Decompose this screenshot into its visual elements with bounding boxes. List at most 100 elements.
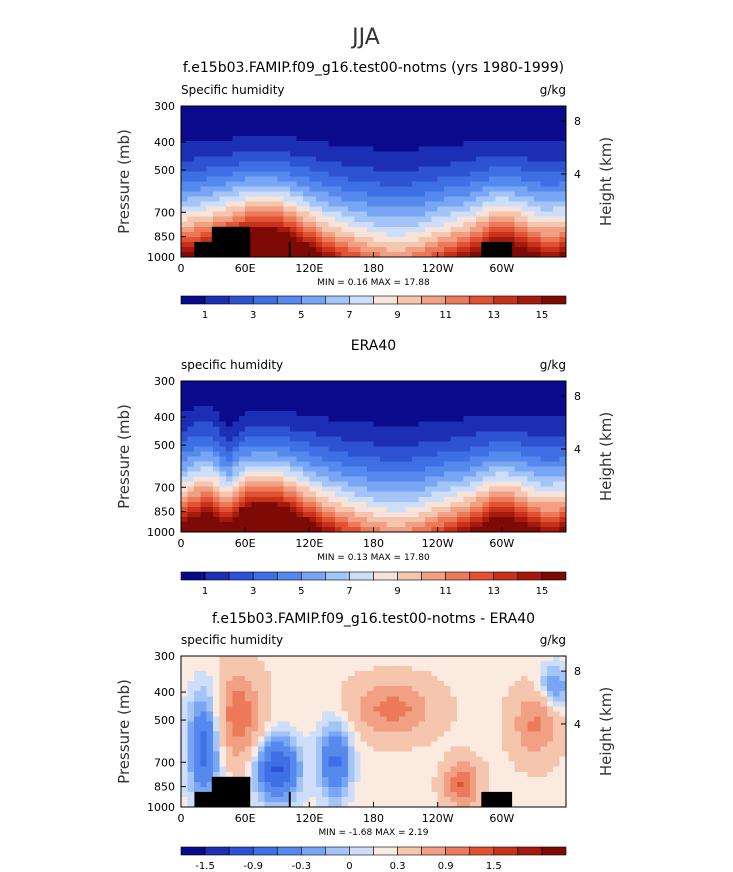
heatmap-cell bbox=[521, 401, 529, 407]
heatmap-cell bbox=[546, 731, 554, 738]
heatmap-cell bbox=[495, 136, 503, 142]
heatmap-cell bbox=[328, 396, 336, 402]
heatmap-cell bbox=[328, 181, 336, 188]
heatmap-cell bbox=[225, 171, 233, 178]
heatmap-cell bbox=[527, 471, 535, 478]
heatmap-cell bbox=[354, 176, 362, 183]
heatmap-cell bbox=[463, 166, 471, 173]
heatmap-cell bbox=[238, 166, 246, 173]
heatmap-cell bbox=[456, 171, 464, 178]
heatmap-cell bbox=[367, 186, 375, 193]
heatmap-cell bbox=[546, 696, 554, 702]
heatmap-cell bbox=[302, 706, 310, 712]
heatmap-cell bbox=[437, 191, 445, 198]
heatmap-cell bbox=[553, 501, 561, 508]
heatmap-cell bbox=[283, 161, 291, 167]
heatmap-cell bbox=[225, 421, 233, 427]
heatmap-cell bbox=[296, 661, 304, 667]
heatmap-cell bbox=[206, 701, 214, 707]
heatmap-cell bbox=[277, 696, 285, 702]
heatmap-cell bbox=[495, 681, 503, 687]
heatmap-cell bbox=[315, 706, 323, 712]
heatmap-cell bbox=[514, 201, 522, 208]
heatmap-cell bbox=[373, 391, 381, 397]
heatmap-cell bbox=[392, 741, 400, 748]
heatmap-cell bbox=[559, 691, 567, 697]
heatmap-cell bbox=[290, 681, 298, 687]
heatmap-cell bbox=[200, 761, 208, 768]
heatmap-cell bbox=[559, 661, 567, 667]
heatmap-cell bbox=[450, 476, 458, 483]
heatmap-cell bbox=[245, 501, 253, 508]
heatmap-cell bbox=[258, 121, 266, 127]
heatmap-cell bbox=[322, 486, 330, 493]
heatmap-cell bbox=[213, 661, 221, 667]
heatmap-cell bbox=[521, 511, 529, 518]
heatmap-cell bbox=[527, 216, 535, 223]
heatmap-cell bbox=[514, 686, 522, 692]
heatmap-cell bbox=[187, 196, 195, 203]
heatmap-cell bbox=[444, 401, 452, 407]
heatmap-cell bbox=[527, 401, 535, 407]
heatmap-cell bbox=[444, 746, 452, 753]
heatmap-cell bbox=[200, 471, 208, 478]
heatmap-cell bbox=[540, 201, 548, 208]
heatmap-cell bbox=[238, 216, 246, 223]
heatmap-cell bbox=[264, 171, 272, 178]
heatmap-cell bbox=[559, 686, 567, 692]
heatmap-cell bbox=[424, 211, 432, 218]
heatmap-cell bbox=[200, 171, 208, 178]
heatmap-cell bbox=[386, 231, 394, 238]
heatmap-cell bbox=[437, 381, 445, 387]
heatmap-cell bbox=[418, 666, 426, 672]
heatmap-cell bbox=[431, 226, 439, 233]
heatmap-cell bbox=[219, 121, 227, 127]
heatmap-cell bbox=[444, 476, 452, 483]
heatmap-cell bbox=[200, 676, 208, 682]
heatmap-cell bbox=[181, 741, 189, 748]
heatmap-cell bbox=[296, 246, 304, 253]
heatmap-cell bbox=[501, 696, 509, 702]
heatmap-cell bbox=[508, 691, 516, 697]
heatmap-cell bbox=[302, 446, 310, 453]
heatmap-cell bbox=[482, 431, 490, 437]
heatmap-cell bbox=[367, 501, 375, 508]
heatmap-cell bbox=[206, 466, 214, 473]
heatmap-cell bbox=[431, 196, 439, 203]
heatmap-cell bbox=[405, 246, 413, 253]
heatmap-cell bbox=[200, 481, 208, 488]
heatmap-cell bbox=[456, 136, 464, 142]
heatmap-cell bbox=[399, 436, 407, 442]
heatmap-cell bbox=[482, 471, 490, 478]
heatmap-cell bbox=[527, 181, 535, 188]
heatmap-cell bbox=[187, 746, 195, 753]
heatmap-cell bbox=[360, 666, 368, 672]
heatmap-cell bbox=[322, 246, 330, 253]
heatmap-cell bbox=[553, 141, 561, 147]
heatmap-cell bbox=[232, 126, 240, 132]
heatmap-cell bbox=[187, 496, 195, 503]
heatmap-cell bbox=[508, 196, 516, 203]
heatmap-cell bbox=[450, 436, 458, 442]
heatmap-cell bbox=[450, 481, 458, 488]
heatmap-cell bbox=[360, 236, 368, 243]
heatmap-cell bbox=[341, 106, 349, 112]
heatmap-cell bbox=[546, 156, 554, 162]
heatmap-cell bbox=[546, 421, 554, 427]
heatmap-cell bbox=[553, 236, 561, 243]
heatmap-cell bbox=[335, 756, 343, 763]
heatmap-cell bbox=[399, 231, 407, 238]
heatmap-cell bbox=[405, 106, 413, 112]
heatmap-cell bbox=[379, 416, 387, 422]
heatmap-cell bbox=[399, 391, 407, 397]
heatmap-cell bbox=[463, 396, 471, 402]
heatmap-cell bbox=[193, 486, 201, 493]
heatmap-cell bbox=[476, 701, 484, 707]
heatmap-cell bbox=[232, 131, 240, 137]
heatmap-cell bbox=[283, 111, 291, 117]
heatmap-cell bbox=[283, 701, 291, 707]
heatmap-cell bbox=[553, 131, 561, 137]
heatmap-cell bbox=[270, 231, 278, 238]
heatmap-cell bbox=[495, 121, 503, 127]
colorbar-swatch bbox=[325, 571, 350, 581]
